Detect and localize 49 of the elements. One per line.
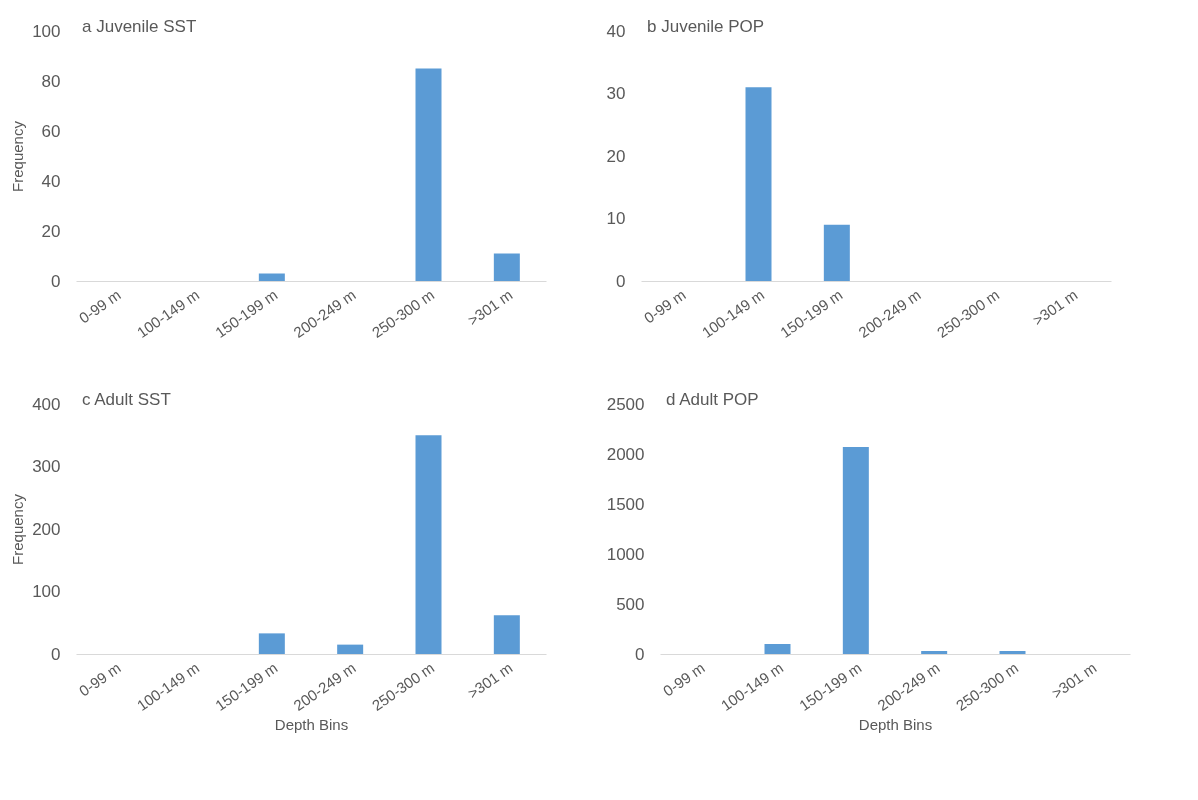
bar [337, 644, 364, 654]
x-tick-label: 0-99 m [640, 285, 689, 327]
x-tick-label: >301 m [1029, 285, 1081, 329]
y-tick-label: 40 [606, 21, 626, 41]
y-tick-label: 0 [51, 644, 61, 664]
x-tick-label: 0-99 m [75, 285, 124, 327]
bar [999, 651, 1026, 654]
y-tick-label: 400 [32, 394, 61, 414]
y-tick-label: 0 [51, 271, 61, 291]
y-tick-label: 10 [606, 209, 626, 228]
chart-title: c Adult SST [82, 390, 171, 409]
chart-title: b Juvenile POP [647, 17, 765, 36]
chart-title: a Juvenile SST [82, 17, 197, 36]
y-tick-label: 0 [635, 644, 645, 664]
bar [493, 253, 520, 281]
y-tick-label: 30 [606, 84, 626, 103]
y-tick-label: 1500 [606, 494, 645, 514]
bar [415, 435, 442, 654]
y-tick-label: 0 [616, 271, 626, 291]
y-tick-label: 100 [32, 582, 61, 601]
y-axis-title: Frequency [9, 120, 27, 192]
y-tick-label: 1000 [606, 544, 645, 564]
bar [842, 447, 869, 654]
y-tick-label: 20 [41, 221, 61, 241]
x-axis-title: Depth Bins [274, 715, 349, 733]
bar [258, 633, 285, 654]
x-axis-title: Depth Bins [858, 715, 933, 733]
y-tick-label: 20 [606, 146, 626, 166]
y-tick-label: 300 [32, 457, 61, 476]
bar [415, 68, 442, 281]
x-tick-label: >301 m [464, 285, 516, 329]
y-tick-label: 2500 [606, 394, 645, 414]
chart-title: d Adult POP [666, 390, 759, 409]
x-tick-label: >301 m [464, 658, 516, 702]
y-tick-label: 80 [41, 71, 61, 91]
y-tick-label: 2000 [606, 444, 645, 464]
x-tick-label: >301 m [1048, 658, 1100, 702]
bar [764, 644, 791, 654]
y-axis-title: Frequency [9, 493, 27, 565]
bar [921, 651, 948, 654]
y-tick-label: 60 [41, 121, 61, 141]
bar [258, 273, 285, 281]
x-tick-label: 0-99 m [75, 658, 124, 700]
y-tick-label: 200 [32, 519, 61, 539]
y-tick-label: 500 [616, 594, 645, 614]
y-tick-label: 100 [32, 21, 61, 41]
bar [493, 615, 520, 654]
y-tick-label: 40 [41, 171, 61, 191]
x-tick-label: 0-99 m [659, 658, 708, 700]
